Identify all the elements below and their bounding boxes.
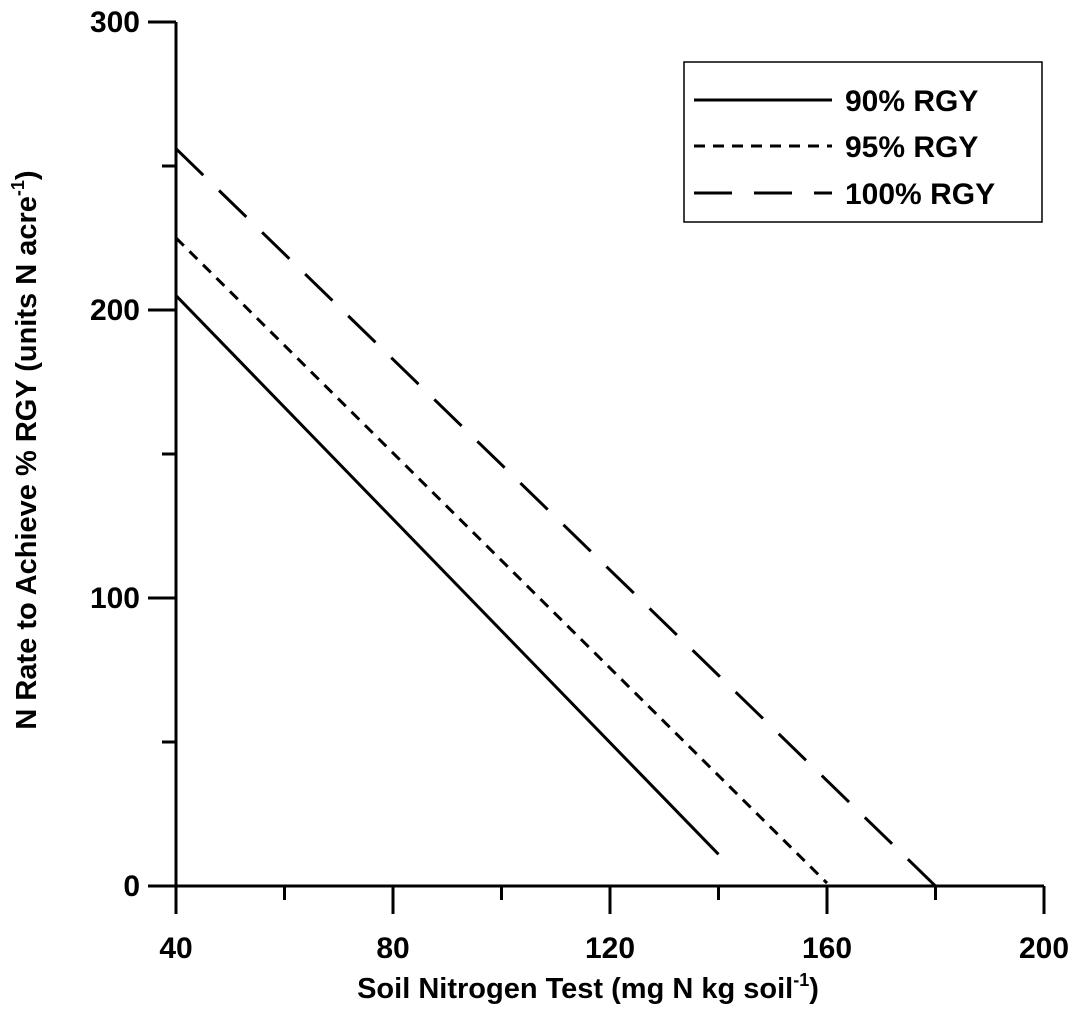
series-line-2 <box>174 236 829 885</box>
legend: 90% RGY 95% RGY 100% RGY <box>683 61 1043 223</box>
x-tick-label: 40 <box>159 932 192 965</box>
y-tick-label: 0 <box>123 870 140 903</box>
x-axis-title: Soil Nitrogen Test (mg N kg soil-1) <box>357 970 819 1005</box>
y-tick-label: 300 <box>90 6 140 39</box>
x-tick-label: 80 <box>376 932 409 965</box>
y-axis-title: N Rate to Achieve % RGY (units N acre-1) <box>8 170 43 729</box>
legend-label-95: 95% RGY <box>845 131 978 164</box>
series-line-3 <box>174 147 937 888</box>
x-tick-label: 200 <box>1019 932 1069 965</box>
legend-box <box>683 61 1043 223</box>
legend-label-90: 90% RGY <box>845 85 978 118</box>
series-lines <box>174 147 937 888</box>
series-line-1 <box>174 294 720 856</box>
legend-label-100: 100% RGY <box>845 178 995 211</box>
ticks: 0 100 200 300 40 80 120 160 200 <box>90 6 1069 965</box>
y-tick-label: 100 <box>90 582 140 615</box>
x-tick-label: 160 <box>802 932 852 965</box>
y-tick-label: 200 <box>90 294 140 327</box>
x-tick-label: 120 <box>585 932 635 965</box>
